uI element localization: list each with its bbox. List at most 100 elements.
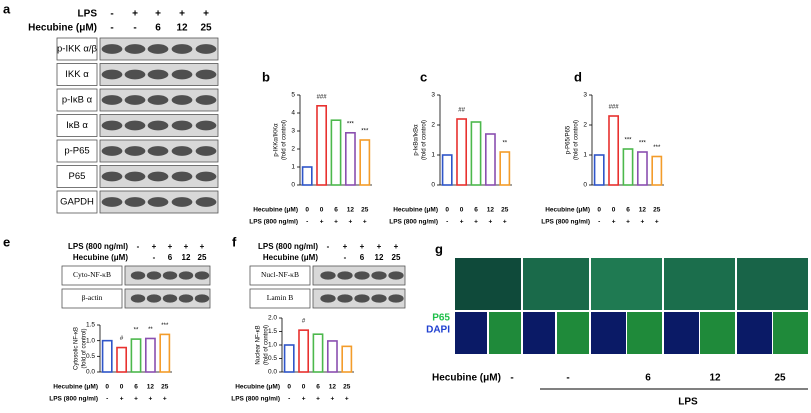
significance: ** (148, 327, 153, 333)
blot-label: IKK α (65, 69, 89, 80)
row-label: Hecubine (μM) (73, 253, 128, 262)
x-row-value: + (302, 396, 306, 403)
y-axis-label: p-IKKα/IKKα (274, 123, 280, 157)
dapi-image (664, 312, 699, 354)
blot-band (101, 171, 123, 182)
x-row-label: Hecubine (μM) (235, 384, 280, 391)
bar (484, 133, 496, 186)
bar (651, 155, 663, 186)
bar (341, 345, 353, 373)
x-row-value: 0 (320, 207, 324, 214)
row-value: 25 (200, 23, 212, 34)
bar (608, 115, 620, 186)
bar (636, 151, 648, 186)
x-row-value: + (489, 219, 493, 226)
blot-band (178, 294, 194, 303)
row-label: Hecubine (μM) (263, 253, 318, 262)
y-tick-label: 1 (583, 152, 587, 159)
p65-image (700, 312, 735, 354)
x-row-value: 25 (653, 207, 661, 214)
x-row-value: 12 (147, 384, 155, 391)
blot-label-box (61, 265, 123, 286)
row-value: - (344, 253, 347, 262)
row-value: + (394, 242, 399, 251)
x-row-value: 0 (105, 384, 109, 391)
blot-band (147, 197, 169, 207)
dapi-image (455, 312, 487, 354)
micrograph (591, 258, 662, 310)
blot-band (124, 95, 146, 105)
significance: *** (161, 323, 169, 329)
x-row-value: 12 (347, 207, 355, 214)
y-tick-label: 2 (583, 122, 587, 129)
row-value: 25 (392, 253, 401, 262)
blot-band (194, 271, 210, 280)
significance: ** (134, 328, 139, 334)
blot-band (124, 197, 146, 207)
y-tick-label: 0.5 (86, 353, 95, 360)
p65-image (557, 312, 589, 354)
x-row-value: + (163, 396, 167, 403)
panel-letter: e (3, 234, 10, 249)
blot-band (146, 271, 162, 280)
row-value: + (168, 242, 173, 251)
x-row-value: 25 (343, 384, 351, 391)
row-label: LPS (78, 9, 98, 20)
x-row-label: LPS (800 ng/ml) (49, 396, 98, 403)
blot-band (124, 171, 146, 182)
x-row-value: 6 (334, 207, 338, 214)
blot-band (354, 271, 370, 280)
x-row-value: + (626, 219, 630, 226)
blot-band (147, 95, 169, 105)
y-tick-label: 1.0 (86, 337, 95, 344)
blot-label-box (56, 114, 98, 137)
blot-band (195, 197, 217, 207)
micrograph (664, 258, 735, 310)
x-row-value: + (612, 219, 616, 226)
y-axis-label: p-IκBα/IκBα (414, 124, 420, 156)
blot-band (147, 146, 169, 156)
bar (441, 154, 453, 186)
panel-g-images (455, 258, 808, 390)
blot-band (195, 44, 217, 54)
x-row-value: + (134, 396, 138, 403)
y-tick-label: 1 (291, 164, 295, 171)
blot-band (101, 69, 123, 80)
x-row-value: 25 (161, 384, 169, 391)
stain-label: DAPI (426, 325, 450, 336)
x-row-value: 0 (120, 384, 124, 391)
bar (622, 148, 634, 186)
blot-band (147, 69, 169, 80)
blot-label: p-P65 (64, 146, 89, 157)
p65-image (773, 312, 808, 354)
blot-band (124, 146, 146, 156)
blot-band (171, 146, 193, 156)
blot-band (124, 120, 146, 131)
bar (359, 139, 371, 186)
row-value: 12 (375, 253, 384, 262)
x-row-value: + (120, 396, 124, 403)
panel-letter: g (435, 241, 443, 256)
blot-band (388, 271, 404, 280)
row-value: 12 (182, 253, 191, 262)
row-value: 25 (774, 373, 786, 384)
x-row-value: 12 (639, 207, 647, 214)
blot-label: β-actin (82, 293, 103, 302)
y-tick-label: 0 (291, 182, 295, 189)
row-value: + (184, 242, 189, 251)
blot-label: GAPDH (60, 197, 94, 208)
blot-band (371, 271, 387, 280)
x-row-value: 0 (287, 384, 291, 391)
significance: ** (502, 141, 507, 147)
blot-band (101, 146, 123, 156)
row-value: + (132, 9, 138, 20)
p65-image (627, 312, 662, 354)
row-value: - (110, 9, 113, 20)
x-row-value: 6 (474, 207, 478, 214)
x-row-value: + (655, 219, 659, 226)
blot-band (337, 294, 353, 303)
blot-band (101, 95, 123, 105)
row-value: 6 (360, 253, 365, 262)
x-row-label: LPS (800 ng/ml) (389, 219, 438, 226)
blot-label-box (56, 165, 98, 188)
